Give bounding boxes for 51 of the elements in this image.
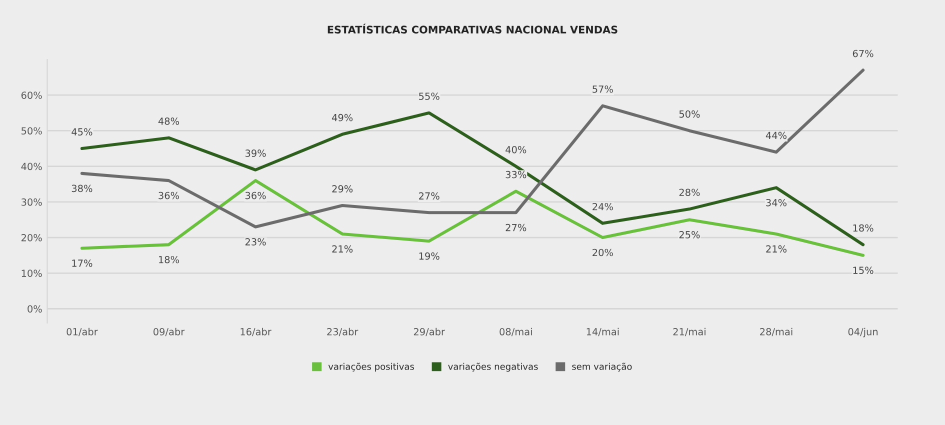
- data-label: 45%: [72, 128, 92, 136]
- data-label: 48%: [158, 117, 180, 125]
- legend-label: variações negativas: [448, 362, 538, 372]
- data-label: 40%: [506, 146, 526, 154]
- data-label: 19%: [419, 252, 440, 260]
- data-label: 18%: [853, 224, 874, 232]
- x-tick-label: 04/jun: [848, 328, 878, 338]
- data-label: 21%: [766, 245, 787, 253]
- data-label: 57%: [592, 85, 613, 93]
- y-tick-label: 60%: [21, 92, 42, 99]
- y-tick-label: 30%: [22, 198, 42, 206]
- data-label: 28%: [679, 188, 700, 196]
- x-tick-label: 21/mai: [673, 328, 706, 336]
- data-label: 18%: [159, 256, 180, 264]
- x-tick-label: 09/abr: [154, 328, 185, 336]
- data-label: 67%: [852, 50, 874, 58]
- legend-label: variações positivas: [328, 362, 414, 372]
- data-label: 15%: [853, 266, 874, 274]
- data-label: 55%: [419, 92, 440, 100]
- data-label: 24%: [592, 202, 613, 210]
- y-tick-label: 20%: [21, 234, 42, 242]
- data-label: 25%: [679, 231, 700, 238]
- data-label: 36%: [245, 192, 266, 200]
- data-label: 36%: [158, 192, 180, 200]
- y-tick-label: 50%: [22, 127, 42, 135]
- y-tick-label: 40%: [21, 162, 42, 170]
- y-tick-label: 0%: [28, 305, 42, 313]
- legend-label: sem variação: [572, 362, 632, 372]
- data-label: 49%: [332, 114, 353, 122]
- x-tick-label: 01/abr: [66, 328, 98, 336]
- x-tick-label: 08/mai: [500, 328, 532, 336]
- data-label: 23%: [245, 238, 266, 246]
- data-label: 17%: [72, 260, 92, 267]
- x-tick-label: 28/mai: [760, 328, 792, 336]
- y-tick-label: 10%: [22, 270, 42, 277]
- data-label: 39%: [245, 150, 266, 157]
- data-label: 27%: [506, 224, 526, 232]
- data-label: 20%: [592, 248, 613, 256]
- x-tick-label: 14/mai: [586, 328, 619, 336]
- data-label: 33%: [506, 170, 526, 178]
- x-tick-label: 29/abr: [414, 328, 445, 336]
- data-label: 21%: [332, 245, 353, 253]
- x-tick-label: 23/abr: [327, 328, 358, 336]
- data-label: 34%: [766, 198, 787, 206]
- data-label: 38%: [72, 184, 92, 192]
- data-label: 44%: [766, 132, 787, 140]
- data-label: 50%: [679, 110, 700, 118]
- data-label: 27%: [419, 192, 440, 200]
- chart-title: ESTATÍSTICAS COMPARATIVAS NACIONAL VENDAS: [328, 24, 618, 34]
- x-tick-label: 16/abr: [240, 328, 272, 336]
- data-label: 29%: [332, 185, 353, 192]
